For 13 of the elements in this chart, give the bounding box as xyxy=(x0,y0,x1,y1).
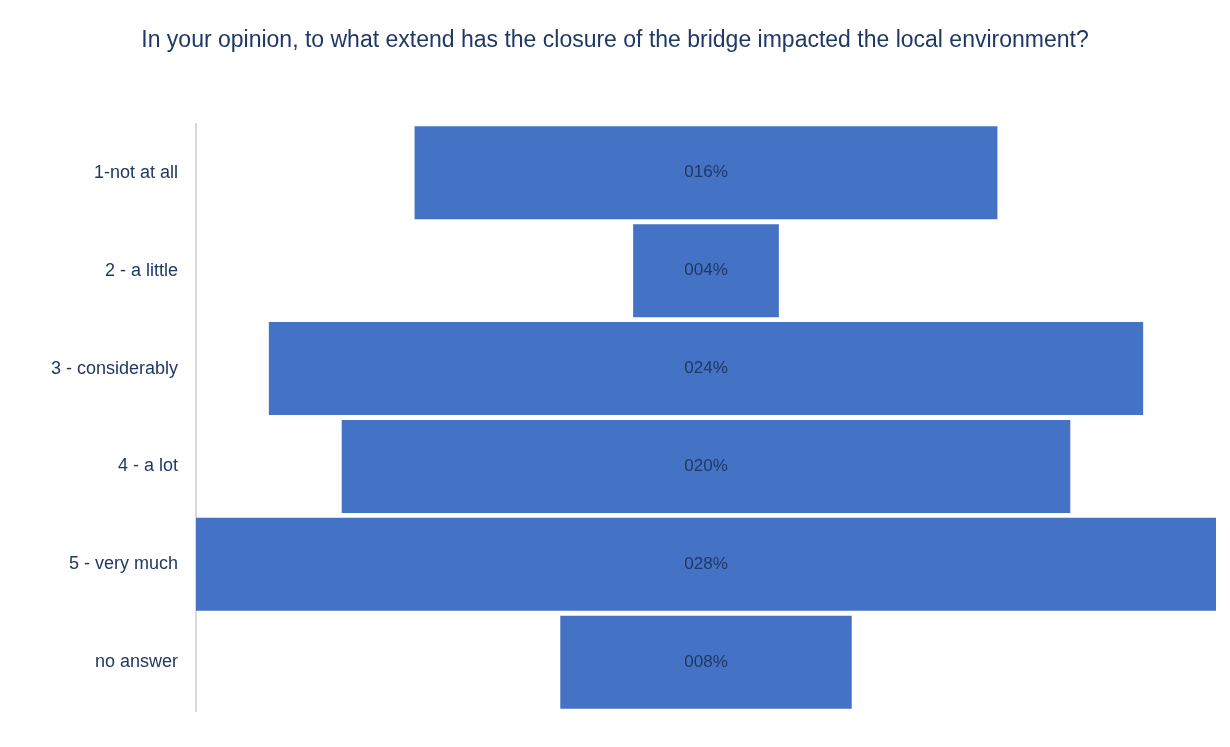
category-label: 5 - very much xyxy=(68,553,178,574)
data-label: 024% xyxy=(684,358,728,378)
data-label: 008% xyxy=(684,651,728,671)
text: In your opinion, to what extend has the closure of the bridge impacted the local environment? xyxy=(140,25,1090,54)
data-label: 016% xyxy=(684,162,728,182)
category-label: 1-not at all xyxy=(93,161,178,182)
data-label: 004% xyxy=(684,260,728,280)
category-label: 2 - a little xyxy=(104,259,178,280)
category-label: 4 - a lot xyxy=(117,455,178,476)
category-label: 3 - considerably xyxy=(50,357,178,378)
data-label: 020% xyxy=(684,456,728,476)
category-label: no answer xyxy=(94,651,178,672)
data-label: 028% xyxy=(684,554,728,574)
